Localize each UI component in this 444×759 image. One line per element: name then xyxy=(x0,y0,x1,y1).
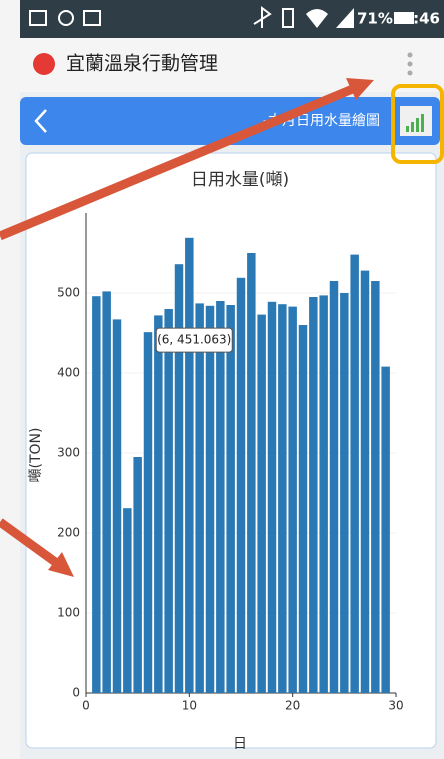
bar xyxy=(340,293,349,693)
x-tick-label: 10 xyxy=(182,699,197,713)
bar xyxy=(360,270,370,693)
y-tick-label: 0 xyxy=(72,686,80,700)
y-tick-label: 100 xyxy=(57,606,80,620)
battery-icon xyxy=(394,12,414,24)
bar xyxy=(226,305,235,693)
bar xyxy=(319,295,328,693)
bar xyxy=(350,254,359,693)
chart-button-bar xyxy=(421,114,424,132)
bar xyxy=(278,304,287,693)
toolbar xyxy=(20,97,440,145)
bar xyxy=(267,301,277,693)
annotation-arrow xyxy=(0,518,61,568)
arrow-head xyxy=(346,78,374,100)
y-tick-label: 200 xyxy=(57,526,80,540)
app-icon xyxy=(33,53,55,75)
bar xyxy=(329,281,339,693)
bar xyxy=(112,319,122,693)
bar xyxy=(371,281,380,693)
plot: 0 100 200 300 400 500 0 10 20 30 xyxy=(57,213,404,713)
bar xyxy=(236,277,246,693)
app-bar xyxy=(20,38,444,92)
menu-dot xyxy=(407,70,413,76)
signal-icon xyxy=(336,8,354,28)
bar xyxy=(257,314,266,693)
chart-title: 日用水量(噸) xyxy=(191,170,289,190)
bar xyxy=(92,296,101,693)
status-icon xyxy=(58,10,74,26)
battery-text: 71% xyxy=(357,10,393,28)
tooltip-box xyxy=(155,327,233,353)
side-background xyxy=(0,0,20,759)
chart-button-bar xyxy=(416,118,419,132)
arrow-head xyxy=(48,552,74,577)
highlight-box xyxy=(391,84,444,164)
bar xyxy=(174,264,184,693)
bar xyxy=(205,305,215,693)
y-tick-label: 500 xyxy=(57,286,80,300)
overflow-menu[interactable] xyxy=(407,52,413,76)
status-icon xyxy=(29,10,47,26)
overlay: (6, 451.063) xyxy=(155,327,233,353)
wifi-icon xyxy=(306,9,328,28)
x-tick-label: 20 xyxy=(285,699,300,713)
back-button[interactable] xyxy=(34,109,47,133)
bar xyxy=(123,508,132,693)
clock: 19:46 xyxy=(392,10,440,28)
app-title: 宜蘭溫泉行動管理 xyxy=(66,53,218,75)
y-axis-label: 噸(TON) xyxy=(28,428,44,483)
bar xyxy=(309,297,318,693)
bar xyxy=(154,315,163,693)
menu-dot xyxy=(407,61,413,67)
annotation-arrow xyxy=(0,83,357,241)
x-axis-label: 日 xyxy=(233,736,247,752)
bar xyxy=(133,457,142,693)
bar xyxy=(288,306,297,693)
y-tick-label: 400 xyxy=(57,366,80,380)
bar xyxy=(164,309,173,693)
status-bar xyxy=(20,0,444,38)
bar xyxy=(298,325,308,693)
bar xyxy=(185,237,194,694)
vibrate-icon xyxy=(282,8,294,28)
bar xyxy=(195,303,204,693)
x-tick-label: 30 xyxy=(388,699,403,713)
menu-dot xyxy=(407,52,413,58)
bar xyxy=(381,366,390,693)
bar xyxy=(216,301,225,693)
bar xyxy=(143,332,153,693)
x-tick-label: 0 xyxy=(82,699,90,713)
tooltip-text: (6, 451.063) xyxy=(157,333,231,347)
chart-button[interactable] xyxy=(400,106,432,136)
bar xyxy=(102,291,111,693)
y-tick-label: 300 xyxy=(57,446,80,460)
bar xyxy=(247,253,256,693)
bluetooth-icon xyxy=(253,6,272,28)
chart-button-bar xyxy=(411,122,414,132)
chart-button-bar xyxy=(406,126,409,132)
status-icon xyxy=(83,10,101,26)
